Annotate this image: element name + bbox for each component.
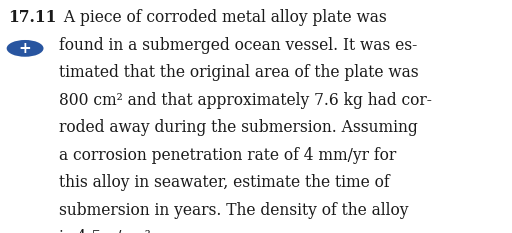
Text: a corrosion penetration rate of 4 mm/yr for: a corrosion penetration rate of 4 mm/yr …: [59, 147, 396, 164]
Circle shape: [7, 40, 44, 57]
Text: A piece of corroded metal alloy plate was: A piece of corroded metal alloy plate wa…: [59, 9, 387, 26]
Text: roded away during the submersion. Assuming: roded away during the submersion. Assumi…: [59, 119, 418, 136]
Text: 17.11: 17.11: [8, 9, 56, 26]
Text: is 4.5 g/cm³.: is 4.5 g/cm³.: [59, 229, 156, 233]
Text: 800 cm² and that approximately 7.6 kg had cor-: 800 cm² and that approximately 7.6 kg ha…: [59, 92, 432, 109]
Text: submersion in years. The density of the alloy: submersion in years. The density of the …: [59, 202, 409, 219]
Text: this alloy in seawater, estimate the time of: this alloy in seawater, estimate the tim…: [59, 174, 390, 191]
Text: found in a submerged ocean vessel. It was es-: found in a submerged ocean vessel. It wa…: [59, 37, 417, 54]
Text: +: +: [19, 41, 31, 56]
Text: timated that the original area of the plate was: timated that the original area of the pl…: [59, 64, 418, 81]
